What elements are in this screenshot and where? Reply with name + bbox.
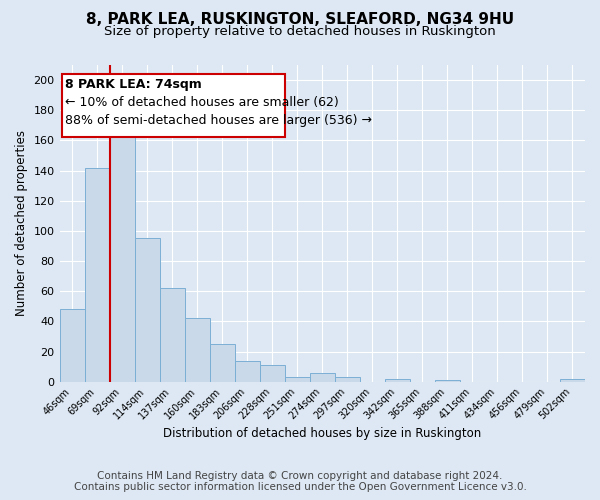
Text: Size of property relative to detached houses in Ruskington: Size of property relative to detached ho… — [104, 25, 496, 38]
Bar — [110, 136, 134, 382]
Bar — [385, 378, 410, 382]
Bar — [134, 238, 160, 382]
Bar — [59, 310, 85, 382]
Bar — [435, 380, 460, 382]
Bar — [285, 377, 310, 382]
Bar — [85, 168, 110, 382]
Bar — [235, 360, 260, 382]
Bar — [560, 378, 585, 382]
Text: ← 10% of detached houses are smaller (62): ← 10% of detached houses are smaller (62… — [65, 96, 339, 109]
X-axis label: Distribution of detached houses by size in Ruskington: Distribution of detached houses by size … — [163, 427, 481, 440]
Bar — [185, 318, 209, 382]
Bar — [209, 344, 235, 382]
Bar — [310, 372, 335, 382]
Bar — [260, 365, 285, 382]
Text: 88% of semi-detached houses are larger (536) →: 88% of semi-detached houses are larger (… — [65, 114, 372, 127]
Bar — [335, 377, 360, 382]
Y-axis label: Number of detached properties: Number of detached properties — [15, 130, 28, 316]
Bar — [160, 288, 185, 382]
Text: 8, PARK LEA, RUSKINGTON, SLEAFORD, NG34 9HU: 8, PARK LEA, RUSKINGTON, SLEAFORD, NG34 … — [86, 12, 514, 28]
Text: 8 PARK LEA: 74sqm: 8 PARK LEA: 74sqm — [65, 78, 202, 91]
Text: Contains HM Land Registry data © Crown copyright and database right 2024.
Contai: Contains HM Land Registry data © Crown c… — [74, 471, 526, 492]
